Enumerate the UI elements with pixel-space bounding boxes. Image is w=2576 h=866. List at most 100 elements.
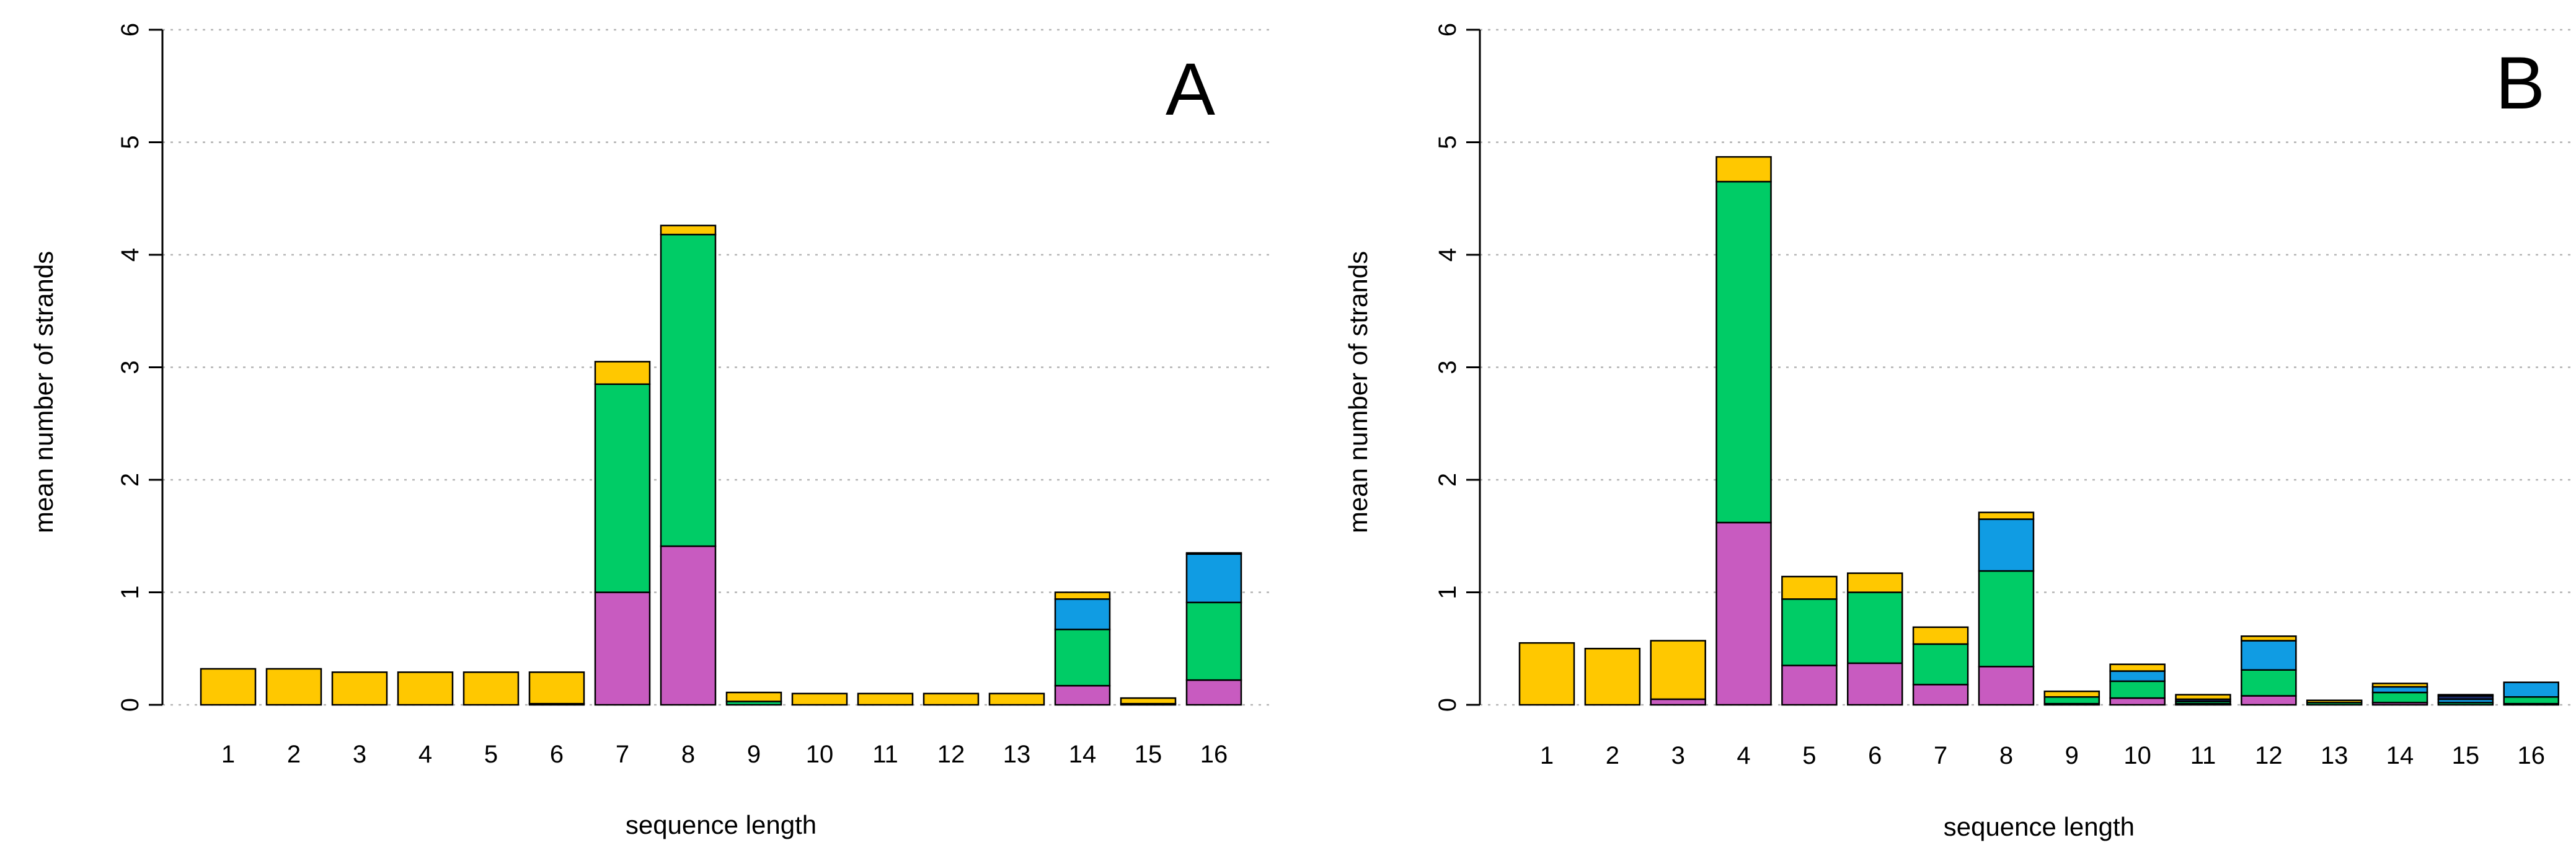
bar-segment-blue	[2371, 686, 2428, 694]
bar-segment-magenta	[1054, 684, 1111, 706]
bar-segment-magenta	[1185, 679, 1242, 706]
bar-segment-yellow	[2437, 694, 2494, 697]
bar-segment-magenta	[660, 545, 717, 706]
bar-segment-yellow	[660, 224, 717, 236]
y-tick-label: 2	[117, 473, 144, 487]
x-tick-label: 13	[2321, 742, 2348, 769]
bar-segment-green	[1912, 643, 1969, 686]
bar-segment-blue	[1054, 598, 1111, 630]
y-tick-label: 3	[1434, 360, 1461, 374]
y-tick-label: 1	[117, 585, 144, 599]
bar-segment-magenta	[2241, 695, 2297, 706]
x-tick-label: 8	[681, 741, 695, 768]
x-tick-label: 9	[2065, 742, 2079, 769]
bar-segment-yellow	[1120, 697, 1177, 705]
bar-segment-yellow	[331, 671, 388, 706]
bar-segment-yellow	[594, 361, 651, 385]
bar-segment-green	[2109, 680, 2166, 699]
bar-segment-blue	[2109, 670, 2166, 683]
bar-segment-yellow	[2306, 699, 2363, 704]
bar-segment-yellow	[1650, 640, 1706, 700]
bar-segment-green	[660, 234, 717, 547]
x-tick-label: 3	[1671, 742, 1685, 769]
bar-segment-green	[1054, 629, 1111, 687]
x-tick-label: 4	[1737, 742, 1750, 769]
bar-segment-yellow	[2109, 663, 2166, 672]
bar-segment-magenta	[1847, 662, 1903, 706]
y-tick-label: 2	[1434, 473, 1461, 487]
bar-segment-blue	[1978, 518, 2035, 572]
bar-segment-yellow	[1847, 572, 1903, 593]
bar-segment-yellow	[397, 671, 454, 706]
x-tick-label: 7	[1934, 742, 1947, 769]
bar-segment-yellow	[1584, 648, 1641, 706]
bar-segment-yellow	[2371, 683, 2428, 688]
x-tick-label: 6	[1868, 742, 1882, 769]
bar-segment-magenta	[2109, 697, 2166, 706]
bar-segment-green	[2241, 669, 2297, 697]
y-tick-label: 0	[1434, 698, 1461, 712]
panel-label: A	[1166, 48, 1215, 131]
y-tick-label: 4	[1434, 248, 1461, 262]
bar-segment-green	[2043, 696, 2100, 705]
x-tick-label: 7	[616, 741, 629, 768]
bar-segment-magenta	[1978, 666, 2035, 706]
bar-segment-magenta	[594, 591, 651, 706]
bar-segment-magenta	[1650, 698, 1706, 706]
x-tick-label: 16	[1200, 741, 1228, 768]
bar-segment-yellow	[1978, 511, 2035, 520]
y-tick-label: 5	[1434, 135, 1461, 149]
x-tick-label: 11	[872, 741, 898, 768]
y-tick-label: 5	[117, 135, 144, 149]
bar-segment-green	[2503, 696, 2559, 705]
x-tick-label: 9	[747, 741, 761, 768]
bar-segment-yellow	[923, 692, 980, 706]
x-tick-label: 12	[937, 741, 965, 768]
bar-segment-green	[594, 383, 651, 593]
bar-segment-yellow	[1781, 575, 1838, 600]
x-tick-label: 12	[2255, 742, 2283, 769]
x-tick-label: 10	[806, 741, 834, 768]
x-tick-label: 2	[287, 741, 301, 768]
bar-segment-blue	[2241, 640, 2297, 671]
bar-segment-magenta	[1715, 521, 1772, 706]
panel-label: B	[2495, 42, 2545, 125]
y-tick-label: 6	[117, 23, 144, 37]
bar-segment-blue	[1185, 553, 1242, 604]
bar-segment-yellow	[1054, 591, 1111, 600]
x-tick-label: 4	[418, 741, 432, 768]
bar-segment-yellow	[2241, 635, 2297, 642]
bar-segment-yellow	[988, 692, 1045, 706]
x-axis-title: sequence length	[626, 810, 817, 839]
bar-segment-yellow	[725, 691, 782, 702]
bar-segment-green	[1781, 598, 1838, 666]
y-tick-label: 4	[117, 248, 144, 262]
bar-segment-yellow	[791, 692, 848, 706]
bar-segment-green	[1715, 180, 1772, 524]
bar-segment-yellow	[857, 692, 914, 706]
bar-segment-yellow	[2043, 690, 2100, 698]
x-tick-label: 2	[1606, 742, 1619, 769]
bar-segment-yellow	[265, 668, 322, 706]
x-tick-label: 5	[1802, 742, 1816, 769]
x-tick-label: 14	[2386, 742, 2414, 769]
bar-segment-yellow	[1715, 156, 1772, 183]
x-tick-label: 3	[353, 741, 366, 768]
x-tick-label: 8	[1999, 742, 2013, 769]
x-tick-label: 16	[2518, 742, 2546, 769]
bar-segment-green	[1978, 570, 2035, 668]
bar-segment-blue	[2503, 681, 2559, 698]
x-tick-label: 5	[484, 741, 498, 768]
y-tick-label: 1	[1434, 585, 1461, 599]
y-axis-title: mean number of strands	[29, 251, 58, 533]
y-axis-title: mean number of strands	[1343, 251, 1373, 533]
x-tick-label: 14	[1069, 741, 1097, 768]
x-tick-label: 6	[550, 741, 564, 768]
bar-segment-magenta	[1912, 684, 1969, 706]
bar-segment-green	[2371, 691, 2428, 704]
bar-segment-yellow	[528, 671, 585, 705]
x-tick-label: 15	[2452, 742, 2480, 769]
y-tick-label: 0	[117, 698, 144, 712]
